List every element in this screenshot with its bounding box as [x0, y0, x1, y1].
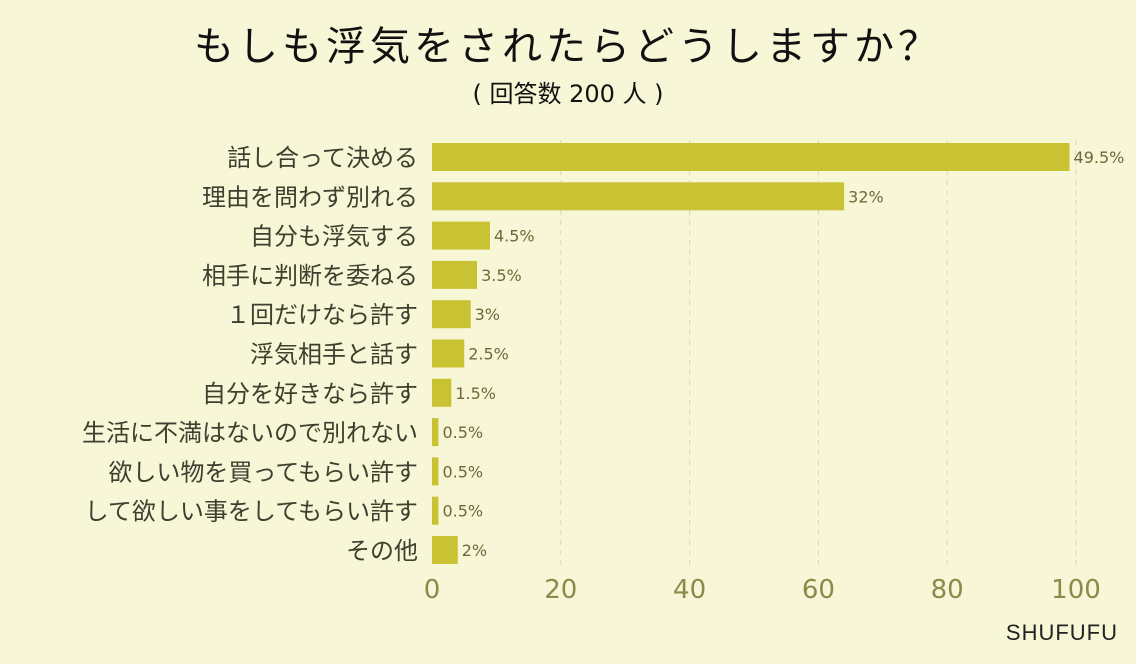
- value-label: 32%: [848, 187, 884, 206]
- value-label: 3.5%: [481, 266, 522, 285]
- category-label: その他: [346, 537, 418, 565]
- bar: [432, 536, 458, 564]
- category-label: 浮気相手と話す: [250, 341, 418, 369]
- brand-logo-text: SHUFUFU: [1005, 620, 1118, 645]
- value-label: 0.5%: [442, 462, 483, 481]
- grid-lines: [560, 140, 1077, 568]
- category-label: 生活に不満はないので別れない: [82, 419, 418, 447]
- x-tick-label: 80: [931, 575, 964, 605]
- value-label: 3%: [475, 305, 500, 324]
- bars: [432, 143, 1070, 564]
- value-label: 49.5%: [1074, 148, 1125, 167]
- category-label: 話し合って決める: [227, 144, 418, 172]
- category-label: 自分も浮気する: [250, 223, 418, 251]
- value-label: 1.5%: [455, 384, 496, 403]
- category-label: 理由を問わず別れる: [202, 183, 418, 211]
- value-label: 4.5%: [494, 227, 535, 246]
- bar: [432, 300, 471, 329]
- category-label: 自分を好きなら許す: [202, 380, 418, 408]
- bar: [432, 457, 439, 486]
- bar: [432, 260, 478, 289]
- value-label: 2.5%: [468, 345, 509, 364]
- x-tick-label: 100: [1051, 575, 1101, 605]
- value-label: 2%: [462, 541, 487, 560]
- value-label: 0.5%: [442, 423, 483, 442]
- category-label: 欲しい物を買ってもらい許す: [108, 458, 418, 486]
- category-label: して欲しい事をしてもらい許す: [85, 498, 418, 526]
- x-tick-label: 20: [544, 575, 577, 605]
- x-tick-label: 60: [802, 575, 835, 605]
- chart-subtitle: ( 回答数 200 人 ): [472, 80, 664, 108]
- value-labels: 49.5% 32% 4.5% 3.5% 3% 2.5% 1.5% 0.5% 0.5% 0.5% 2%: [442, 148, 1124, 560]
- x-tick-label: 0: [424, 575, 441, 605]
- bar: [432, 221, 490, 250]
- bar: [432, 496, 439, 525]
- bar: [432, 418, 439, 447]
- bar: [432, 378, 452, 407]
- x-tick-label: 40: [673, 575, 706, 605]
- x-axis-ticks: 0 20 40 60 80 100: [424, 575, 1101, 605]
- bar: [432, 143, 1070, 171]
- category-label: 相手に判断を委ねる: [202, 262, 418, 290]
- value-label: 0.5%: [442, 502, 483, 521]
- chart-title: もしも浮気をされたらどうしますか？: [194, 24, 942, 70]
- bar: [432, 182, 845, 211]
- bar: [432, 339, 465, 368]
- category-label: １回だけなら許す: [226, 301, 418, 329]
